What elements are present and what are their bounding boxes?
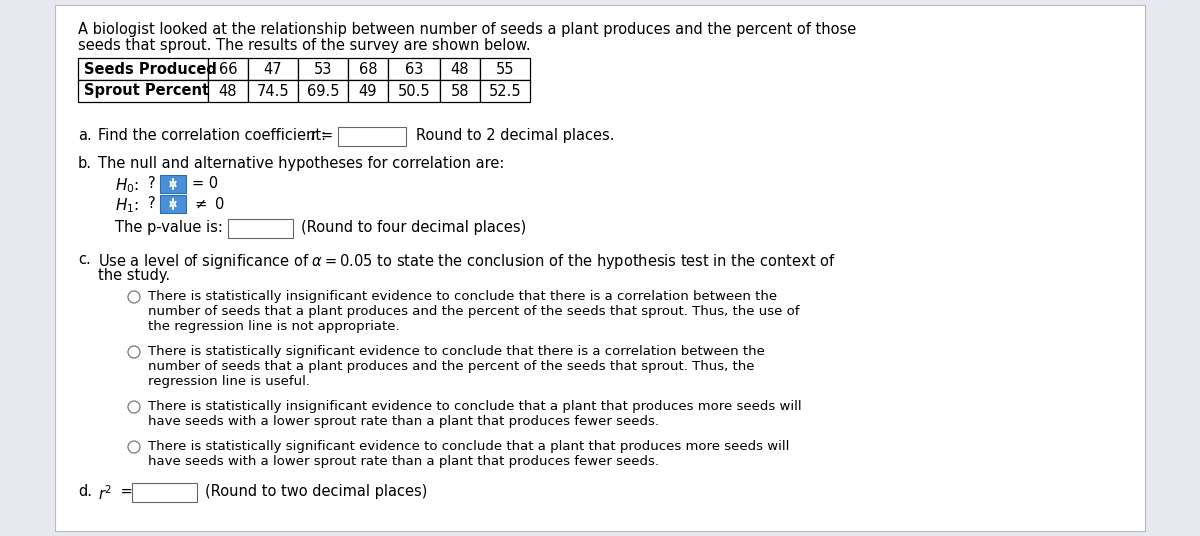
Text: There is statistically insignificant evidence to conclude that there is a correl: There is statistically insignificant evi… bbox=[148, 290, 778, 303]
Text: 55: 55 bbox=[496, 62, 515, 77]
Text: 50.5: 50.5 bbox=[397, 84, 431, 99]
Bar bbox=[480, 80, 530, 102]
Text: 66: 66 bbox=[218, 62, 238, 77]
Text: Use a level of significance of $\alpha = 0.05$ to state the conclusion of the hy: Use a level of significance of $\alpha =… bbox=[98, 252, 836, 271]
Text: 49: 49 bbox=[359, 84, 377, 99]
Text: 74.5: 74.5 bbox=[257, 84, 289, 99]
Text: seeds that sprout. The results of the survey are shown below.: seeds that sprout. The results of the su… bbox=[78, 38, 530, 53]
Text: There is statistically significant evidence to conclude that a plant that produc: There is statistically significant evide… bbox=[148, 440, 790, 453]
Text: number of seeds that a plant produces and the percent of the seeds that sprout. : number of seeds that a plant produces an… bbox=[148, 305, 799, 318]
Text: There is statistically insignificant evidence to conclude that a plant that prod: There is statistically insignificant evi… bbox=[148, 400, 802, 413]
Bar bbox=[388, 80, 440, 102]
Text: =: = bbox=[116, 484, 133, 499]
Text: 48: 48 bbox=[218, 84, 238, 99]
Text: ?: ? bbox=[148, 176, 156, 191]
Bar bbox=[388, 58, 440, 80]
Text: 69.5: 69.5 bbox=[307, 84, 340, 99]
Text: d.: d. bbox=[78, 484, 92, 499]
Text: The p-value is:: The p-value is: bbox=[115, 220, 223, 235]
Text: 52.5: 52.5 bbox=[488, 84, 521, 99]
Bar bbox=[248, 58, 298, 80]
Text: = 0: = 0 bbox=[192, 176, 218, 191]
Text: Seeds Produced: Seeds Produced bbox=[84, 62, 217, 77]
Text: (Round to two decimal places): (Round to two decimal places) bbox=[205, 484, 427, 499]
Bar bbox=[228, 219, 293, 238]
Text: number of seeds that a plant produces and the percent of the seeds that sprout. : number of seeds that a plant produces an… bbox=[148, 360, 755, 373]
Text: $r$: $r$ bbox=[310, 128, 319, 143]
Text: $r^2$: $r^2$ bbox=[98, 484, 113, 503]
Text: A biologist looked at the relationship between number of seeds a plant produces : A biologist looked at the relationship b… bbox=[78, 22, 857, 37]
Bar bbox=[348, 80, 388, 102]
Text: Round to 2 decimal places.: Round to 2 decimal places. bbox=[416, 128, 614, 143]
Text: $H_1$:: $H_1$: bbox=[115, 196, 139, 215]
Bar bbox=[248, 80, 298, 102]
Text: the regression line is not appropriate.: the regression line is not appropriate. bbox=[148, 320, 400, 333]
Bar bbox=[160, 195, 186, 213]
Text: The null and alternative hypotheses for correlation are:: The null and alternative hypotheses for … bbox=[98, 156, 504, 171]
Bar bbox=[440, 80, 480, 102]
Bar bbox=[480, 58, 530, 80]
Text: c.: c. bbox=[78, 252, 91, 267]
Text: 63: 63 bbox=[404, 62, 424, 77]
Text: 48: 48 bbox=[451, 62, 469, 77]
Text: (Round to four decimal places): (Round to four decimal places) bbox=[301, 220, 527, 235]
Text: 58: 58 bbox=[451, 84, 469, 99]
Bar bbox=[78, 58, 208, 80]
Text: $\neq$ 0: $\neq$ 0 bbox=[192, 196, 224, 212]
Bar bbox=[298, 58, 348, 80]
Bar bbox=[132, 483, 197, 502]
Text: the study.: the study. bbox=[98, 268, 170, 283]
Text: 68: 68 bbox=[359, 62, 377, 77]
Bar bbox=[78, 80, 208, 102]
Text: 53: 53 bbox=[314, 62, 332, 77]
Text: regression line is useful.: regression line is useful. bbox=[148, 375, 310, 388]
Bar bbox=[208, 58, 248, 80]
Bar bbox=[338, 127, 406, 146]
Bar bbox=[348, 58, 388, 80]
Text: There is statistically significant evidence to conclude that there is a correlat: There is statistically significant evide… bbox=[148, 345, 764, 358]
Text: Find the correlation coefficient:: Find the correlation coefficient: bbox=[98, 128, 326, 143]
Bar bbox=[160, 175, 186, 193]
Text: have seeds with a lower sprout rate than a plant that produces fewer seeds.: have seeds with a lower sprout rate than… bbox=[148, 455, 659, 468]
Text: $H_0$:: $H_0$: bbox=[115, 176, 139, 195]
Text: ?: ? bbox=[148, 196, 156, 211]
Text: have seeds with a lower sprout rate than a plant that produces fewer seeds.: have seeds with a lower sprout rate than… bbox=[148, 415, 659, 428]
Text: Sprout Percent: Sprout Percent bbox=[84, 84, 209, 99]
Text: b.: b. bbox=[78, 156, 92, 171]
Text: a.: a. bbox=[78, 128, 91, 143]
Bar bbox=[298, 80, 348, 102]
Bar bbox=[208, 80, 248, 102]
Text: =: = bbox=[322, 128, 334, 143]
Bar bbox=[440, 58, 480, 80]
Text: 47: 47 bbox=[264, 62, 282, 77]
